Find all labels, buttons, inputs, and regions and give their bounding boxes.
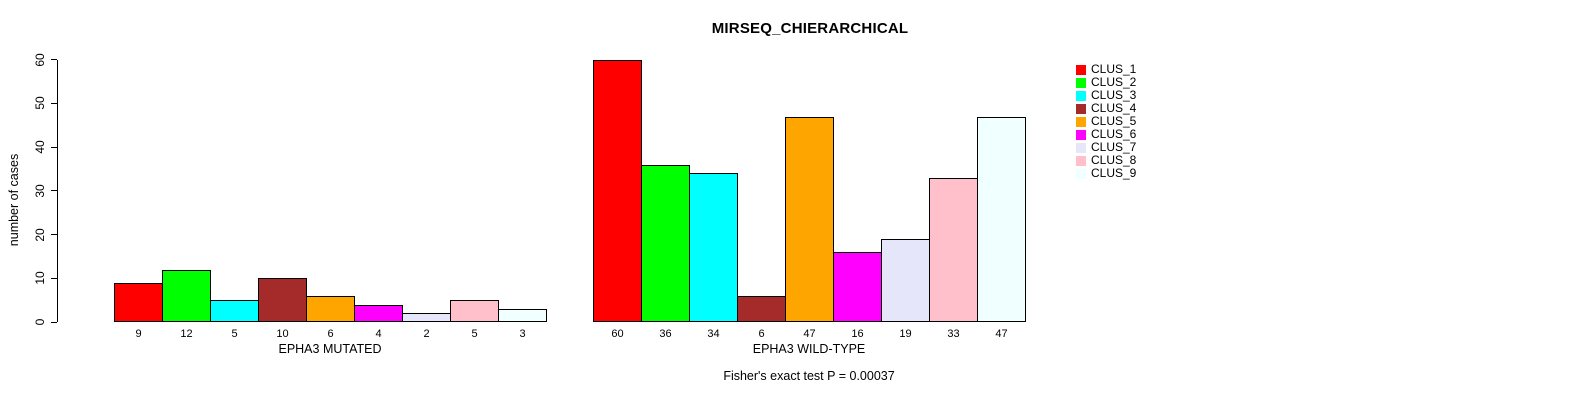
legend-label: CLUS_3 (1091, 88, 1137, 102)
legend-item: CLUS_3 (1076, 89, 1136, 102)
legend-label: CLUS_8 (1091, 153, 1137, 167)
bar-value-label: 47 (803, 328, 816, 340)
bar-value-label: 10 (276, 328, 289, 340)
y-axis-tick-label: 20 (33, 227, 47, 242)
y-axis-tick-label: 30 (33, 184, 47, 198)
legend-swatch-CLUS_2 (1076, 77, 1086, 88)
y-axis-tick (51, 102, 57, 104)
y-axis-title: number of cases (7, 153, 21, 247)
legend-swatch-CLUS_5 (1076, 116, 1086, 127)
bar-CLUS_5 (306, 296, 355, 322)
legend-item: CLUS_2 (1076, 76, 1136, 89)
legend-swatch-CLUS_3 (1076, 90, 1086, 101)
legend-label: CLUS_6 (1091, 127, 1137, 141)
legend-item: CLUS_7 (1076, 141, 1136, 154)
legend-label: CLUS_5 (1091, 114, 1137, 128)
bar-CLUS_7 (402, 313, 451, 322)
legend-swatch-CLUS_7 (1076, 142, 1086, 153)
legend-label: CLUS_9 (1091, 166, 1137, 180)
bar-value-label: 4 (375, 328, 382, 340)
bar-value-label: 5 (231, 328, 238, 340)
y-axis-tick (51, 234, 57, 236)
bar-CLUS_8 (450, 300, 499, 322)
bar-value-label: 34 (707, 328, 720, 340)
legend-item: CLUS_9 (1076, 167, 1136, 180)
legend-swatch-CLUS_1 (1076, 64, 1086, 75)
chart-title: MIRSEQ_CHIERARCHICAL (711, 20, 909, 37)
fisher-test-annotation: Fisher's exact test P = 0.00037 (723, 369, 895, 383)
bar-CLUS_2 (641, 165, 690, 322)
bar-CLUS_4 (737, 296, 786, 322)
bar-value-label: 36 (659, 328, 672, 340)
bar-value-label: 16 (851, 328, 864, 340)
bar-CLUS_3 (210, 300, 259, 322)
bar-value-label: 9 (135, 328, 142, 340)
bar-CLUS_5 (785, 117, 834, 322)
bar-CLUS_6 (833, 252, 882, 322)
legend-item: CLUS_8 (1076, 154, 1136, 167)
y-axis-tick-label: 10 (33, 271, 47, 285)
bar-CLUS_3 (689, 173, 738, 322)
y-axis-tick (51, 190, 57, 192)
bar-value-label: 3 (519, 328, 526, 340)
bar-CLUS_4 (258, 278, 307, 322)
legend-item: CLUS_4 (1076, 102, 1136, 115)
y-axis-tick-label: 50 (33, 96, 47, 111)
y-axis-tick-label: 0 (33, 318, 47, 326)
y-axis-tick-label: 40 (33, 140, 47, 154)
legend-swatch-CLUS_4 (1076, 103, 1086, 114)
bar-value-label: 47 (995, 328, 1008, 340)
legend-label: CLUS_2 (1091, 75, 1137, 89)
x-axis-group-label-wildtype: EPHA3 WILD-TYPE (752, 342, 866, 356)
bar-value-label: 12 (180, 328, 193, 340)
y-axis-tick-label: 60 (33, 53, 47, 67)
bar-CLUS_8 (929, 178, 978, 322)
legend-item: CLUS_1 (1076, 63, 1136, 76)
bar-value-label: 60 (611, 328, 624, 340)
bar-CLUS_7 (881, 239, 930, 322)
legend-swatch-CLUS_6 (1076, 129, 1086, 140)
bar-CLUS_1 (593, 60, 642, 322)
bar-CLUS_9 (498, 309, 547, 322)
y-axis-tick (51, 146, 57, 148)
bar-value-label: 2 (423, 328, 430, 340)
legend-swatch-CLUS_9 (1076, 168, 1086, 179)
bar-CLUS_6 (354, 305, 403, 322)
y-axis-tick (51, 277, 57, 279)
bar-CLUS_1 (114, 283, 163, 322)
x-axis-group-label-mutated: EPHA3 MUTATED (278, 342, 382, 356)
legend-label: CLUS_4 (1091, 101, 1137, 115)
bar-value-label: 6 (327, 328, 334, 340)
bar-value-label: 33 (947, 328, 960, 340)
y-axis-tick (51, 321, 57, 323)
legend-label: CLUS_7 (1091, 140, 1137, 154)
y-axis-tick (51, 59, 57, 61)
bar-value-label: 6 (758, 328, 765, 340)
bar-CLUS_9 (977, 117, 1026, 322)
legend-item: CLUS_6 (1076, 128, 1136, 141)
legend-label: CLUS_1 (1091, 62, 1137, 76)
bar-value-label: 5 (471, 328, 478, 340)
legend-item: CLUS_5 (1076, 115, 1136, 128)
legend: CLUS_1 CLUS_2 CLUS_3 CLUS_4 CLUS_5 CLUS_6 CLUS… (1076, 63, 1136, 180)
legend-swatch-CLUS_8 (1076, 155, 1086, 166)
y-axis-line (57, 60, 58, 322)
bar-value-label: 19 (899, 328, 912, 340)
bar-CLUS_2 (162, 270, 211, 322)
